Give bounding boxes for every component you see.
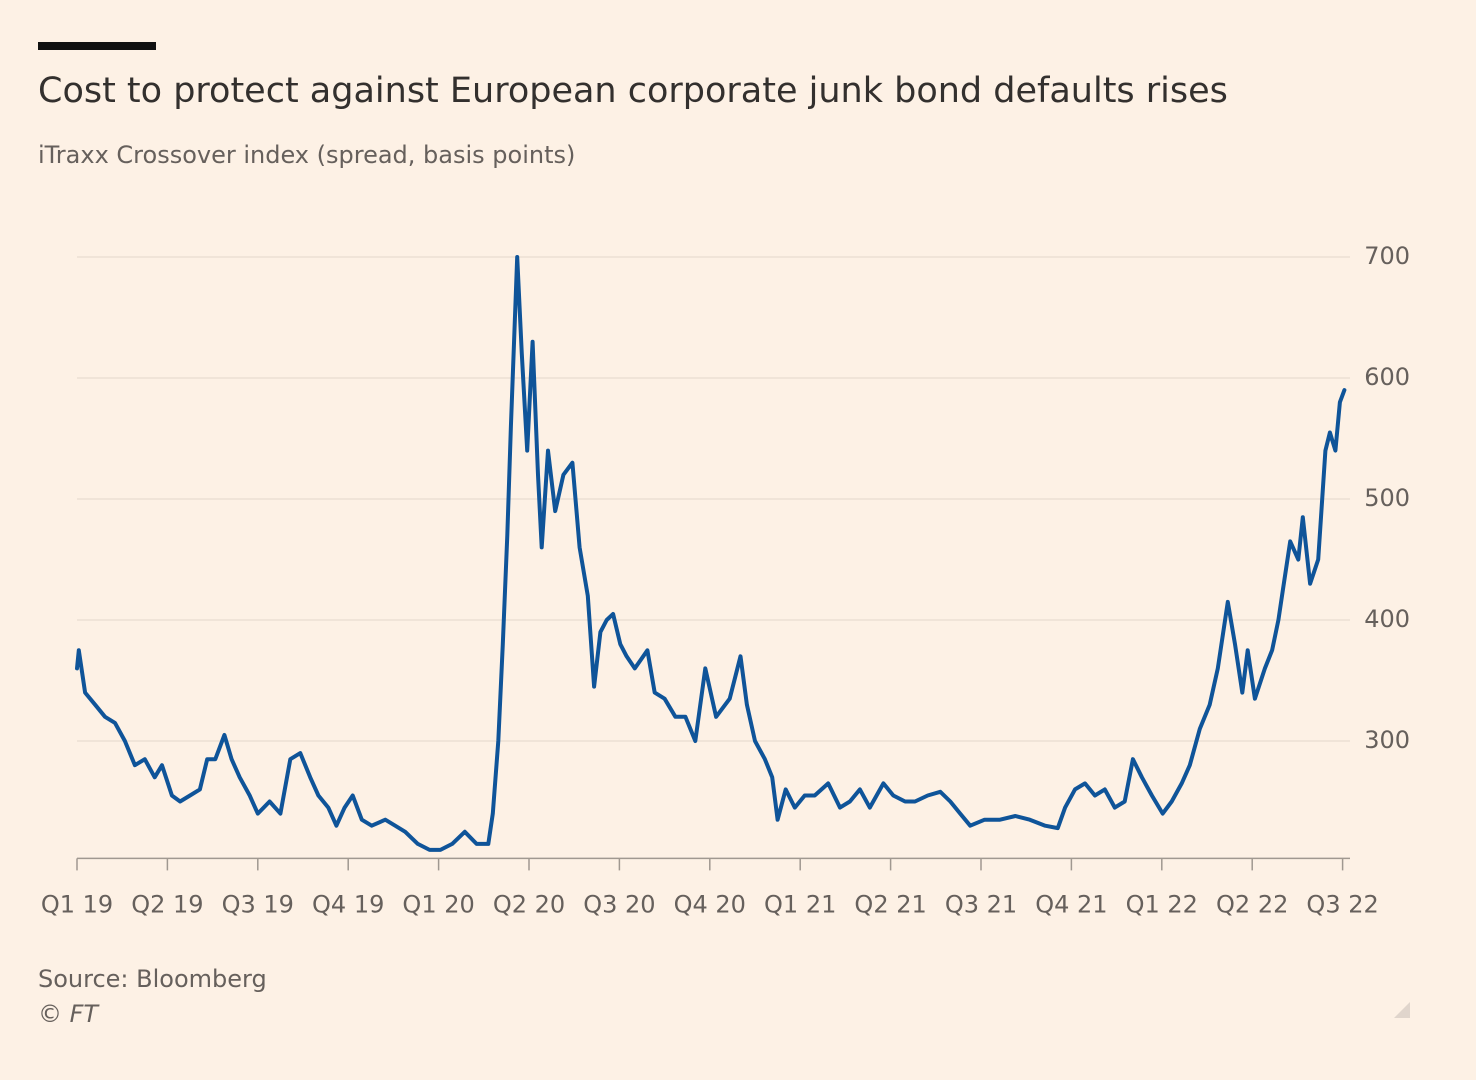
x-tick-label: Q2 21	[854, 890, 926, 918]
x-tick-label: Q4 21	[1035, 890, 1107, 918]
x-tick-label: Q2 20	[493, 890, 565, 918]
y-tick-label: 700	[1364, 242, 1410, 270]
data-line	[75, 255, 1347, 852]
x-tick-label: Q1 22	[1126, 890, 1198, 918]
x-tick-label: Q4 19	[312, 890, 384, 918]
x-tick-label: Q2 19	[131, 890, 203, 918]
x-tick-label: Q1 21	[764, 890, 836, 918]
corner-icon	[1394, 1002, 1410, 1018]
x-tick-label: Q3 22	[1306, 890, 1378, 918]
chart-title: Cost to protect against European corpora…	[38, 71, 1228, 111]
x-tick-label: Q3 21	[945, 890, 1017, 918]
y-tick-label: 500	[1364, 484, 1410, 512]
x-tick-label: Q3 19	[222, 890, 294, 918]
y-tick-label: 400	[1364, 605, 1410, 633]
source: Source: Bloomberg	[38, 965, 267, 993]
credit: © FT	[38, 1000, 100, 1028]
y-tick-label: 300	[1364, 726, 1410, 754]
chart-subtitle: iTraxx Crossover index (spread, basis po…	[38, 141, 575, 169]
header-bar	[38, 42, 156, 50]
x-tick-label: Q2 22	[1216, 890, 1288, 918]
x-tick-label: Q3 20	[583, 890, 655, 918]
x-tick-label: Q4 20	[674, 890, 746, 918]
x-tick-label: Q1 20	[402, 890, 474, 918]
x-tick-label: Q1 19	[41, 890, 113, 918]
y-tick-label: 600	[1364, 363, 1410, 391]
